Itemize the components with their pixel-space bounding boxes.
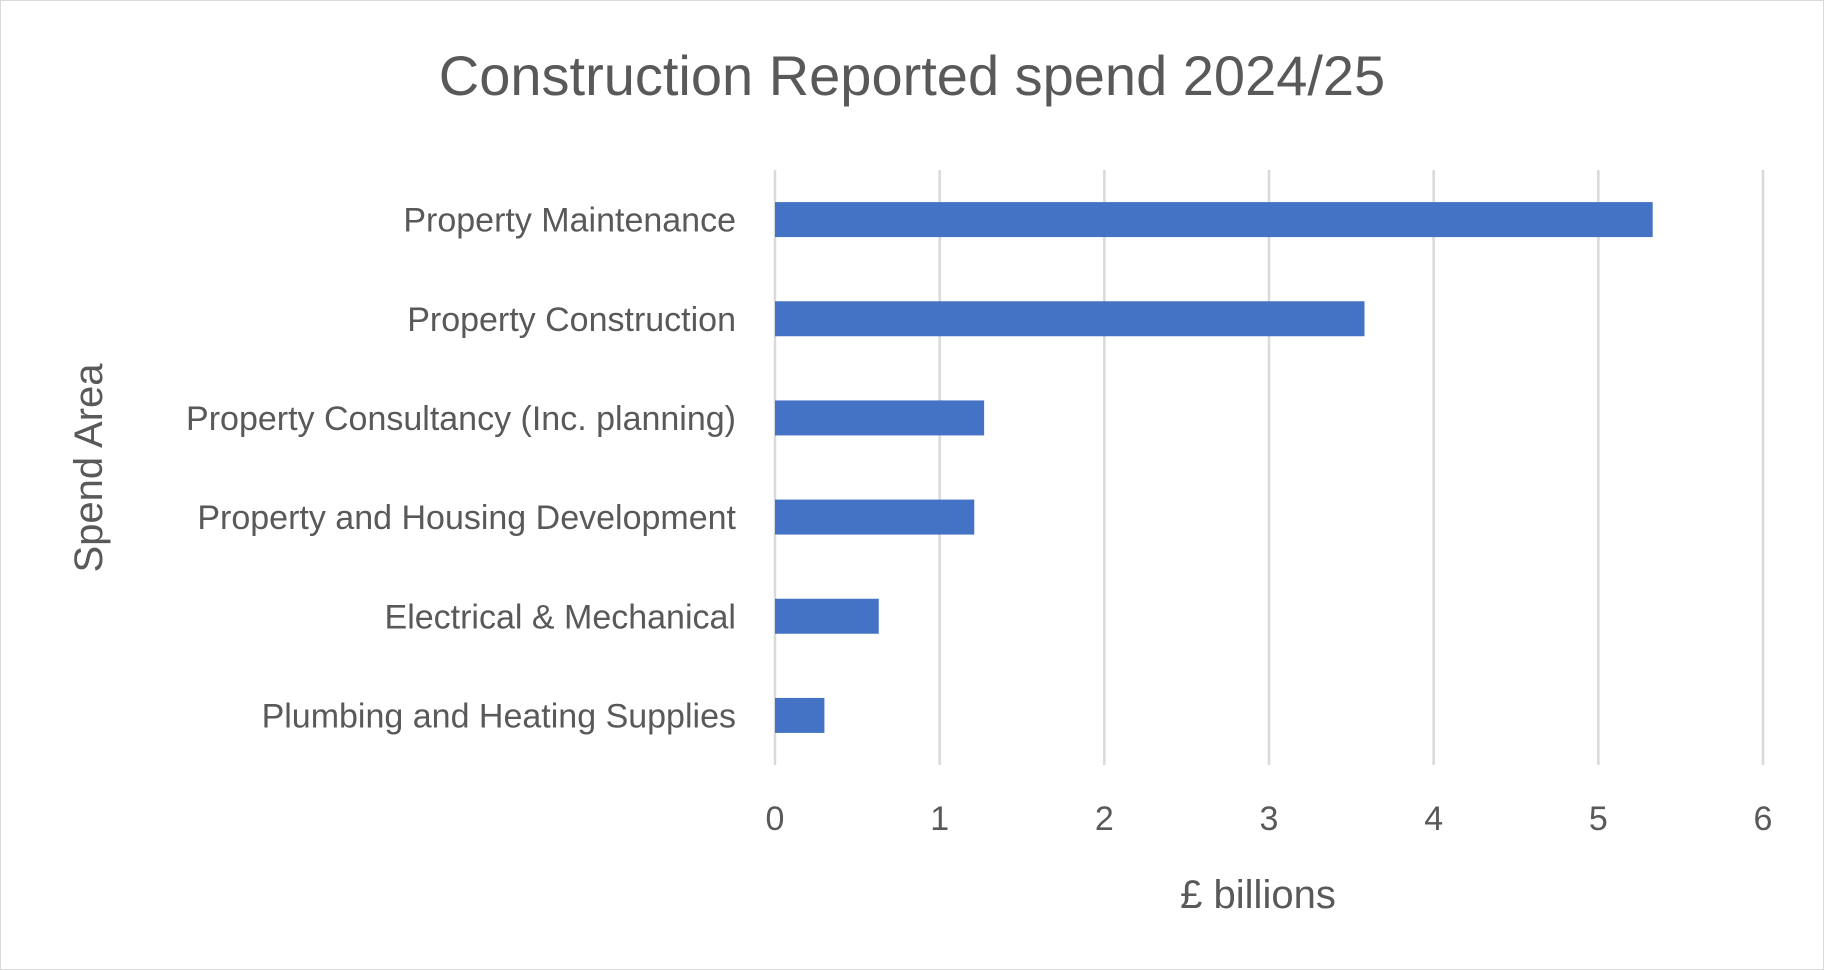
bar: [775, 301, 1365, 337]
x-tick-labels: 0 1 2 3 4 5 6: [766, 800, 1773, 838]
x-tick-label: 0: [766, 800, 785, 838]
x-tick-label: 2: [1095, 800, 1114, 838]
bar: [775, 202, 1653, 238]
y-axis-title: Spend Area: [67, 363, 111, 573]
x-tick-label: 3: [1260, 800, 1279, 838]
x-axis-title: £ billions: [1180, 873, 1336, 917]
bar: [775, 400, 985, 436]
category-label: Property and Housing Development: [197, 499, 736, 537]
category-label: Electrical & Mechanical: [385, 598, 736, 636]
chart-title: Construction Reported spend 2024/25: [439, 44, 1385, 107]
x-tick-label: 1: [930, 800, 949, 838]
category-label: Property Consultancy (Inc. planning): [186, 400, 736, 438]
bar: [775, 697, 825, 733]
category-label: Property Maintenance: [403, 202, 736, 240]
x-tick-label: 4: [1424, 800, 1443, 838]
category-label: Property Construction: [407, 301, 736, 339]
category-label: Plumbing and Heating Supplies: [262, 697, 736, 735]
gridlines: [773, 170, 1765, 765]
x-tick-label: 6: [1754, 800, 1773, 838]
bar: [775, 598, 879, 634]
category-labels: Property Maintenance Property Constructio…: [186, 202, 737, 736]
x-tick-label: 5: [1589, 800, 1608, 838]
bar: [775, 499, 975, 535]
bars: [775, 202, 1653, 733]
